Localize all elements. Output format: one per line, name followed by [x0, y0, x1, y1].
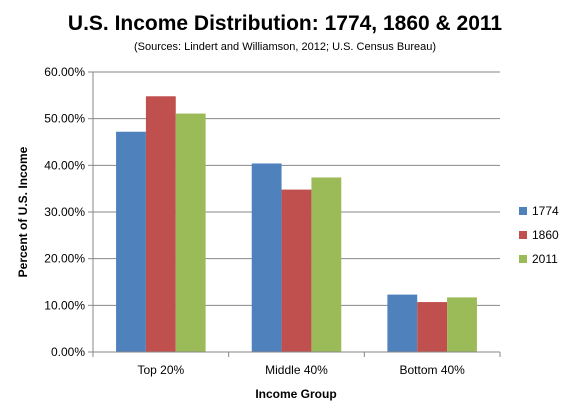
y-tick-label: 50.00% [44, 112, 85, 126]
x-axis-title: Income Group [255, 387, 336, 401]
bars [116, 96, 477, 353]
y-tick-labels: 0.00% 10.00% 20.00% 30.00% 40.00% 50.00% 60.00… [44, 65, 85, 359]
legend-label-2011: 2011 [532, 252, 558, 266]
x-tick-label: Top 20% [137, 363, 184, 377]
bar-1860-bottom-40 [417, 302, 448, 352]
bar-1860-middle-40 [281, 189, 312, 352]
legend-swatch-1774 [519, 207, 527, 215]
bar-1860-top-20 [145, 96, 176, 353]
bar-2011-top-20 [175, 113, 206, 353]
bar-1774-middle-40 [251, 163, 282, 352]
bar-2011-middle-40 [311, 177, 342, 352]
x-tick-labels: Top 20% Middle 40% Bottom 40% [137, 363, 465, 377]
bar-1774-top-20 [116, 131, 146, 352]
bar-1774-bottom-40 [387, 294, 418, 352]
x-tick-label: Middle 40% [265, 363, 328, 377]
y-axis-title: Percent of U.S. Income [16, 146, 30, 277]
axes [88, 71, 501, 357]
legend-swatch-1860 [519, 231, 527, 239]
y-tick-label: 60.00% [44, 65, 85, 79]
y-tick-label: 0.00% [51, 345, 85, 359]
y-tick-label: 40.00% [44, 158, 85, 172]
legend-label-1774: 1774 [532, 204, 559, 218]
legend-label-1860: 1860 [532, 228, 559, 242]
bar-2011-bottom-40 [447, 297, 477, 352]
y-tick-label: 20.00% [44, 252, 85, 266]
legend-swatch-2011 [519, 255, 527, 263]
y-tick-label: 10.00% [44, 298, 85, 312]
x-tick-label: Bottom 40% [399, 363, 465, 377]
y-tick-label: 30.00% [44, 205, 85, 219]
chart-title: U.S. Income Distribution: 1774, 1860 & 2… [68, 12, 502, 35]
chart-subtitle: (Sources: Lindert and Williamson, 2012; … [134, 41, 436, 53]
legend: 1774 1860 2011 [519, 204, 559, 266]
